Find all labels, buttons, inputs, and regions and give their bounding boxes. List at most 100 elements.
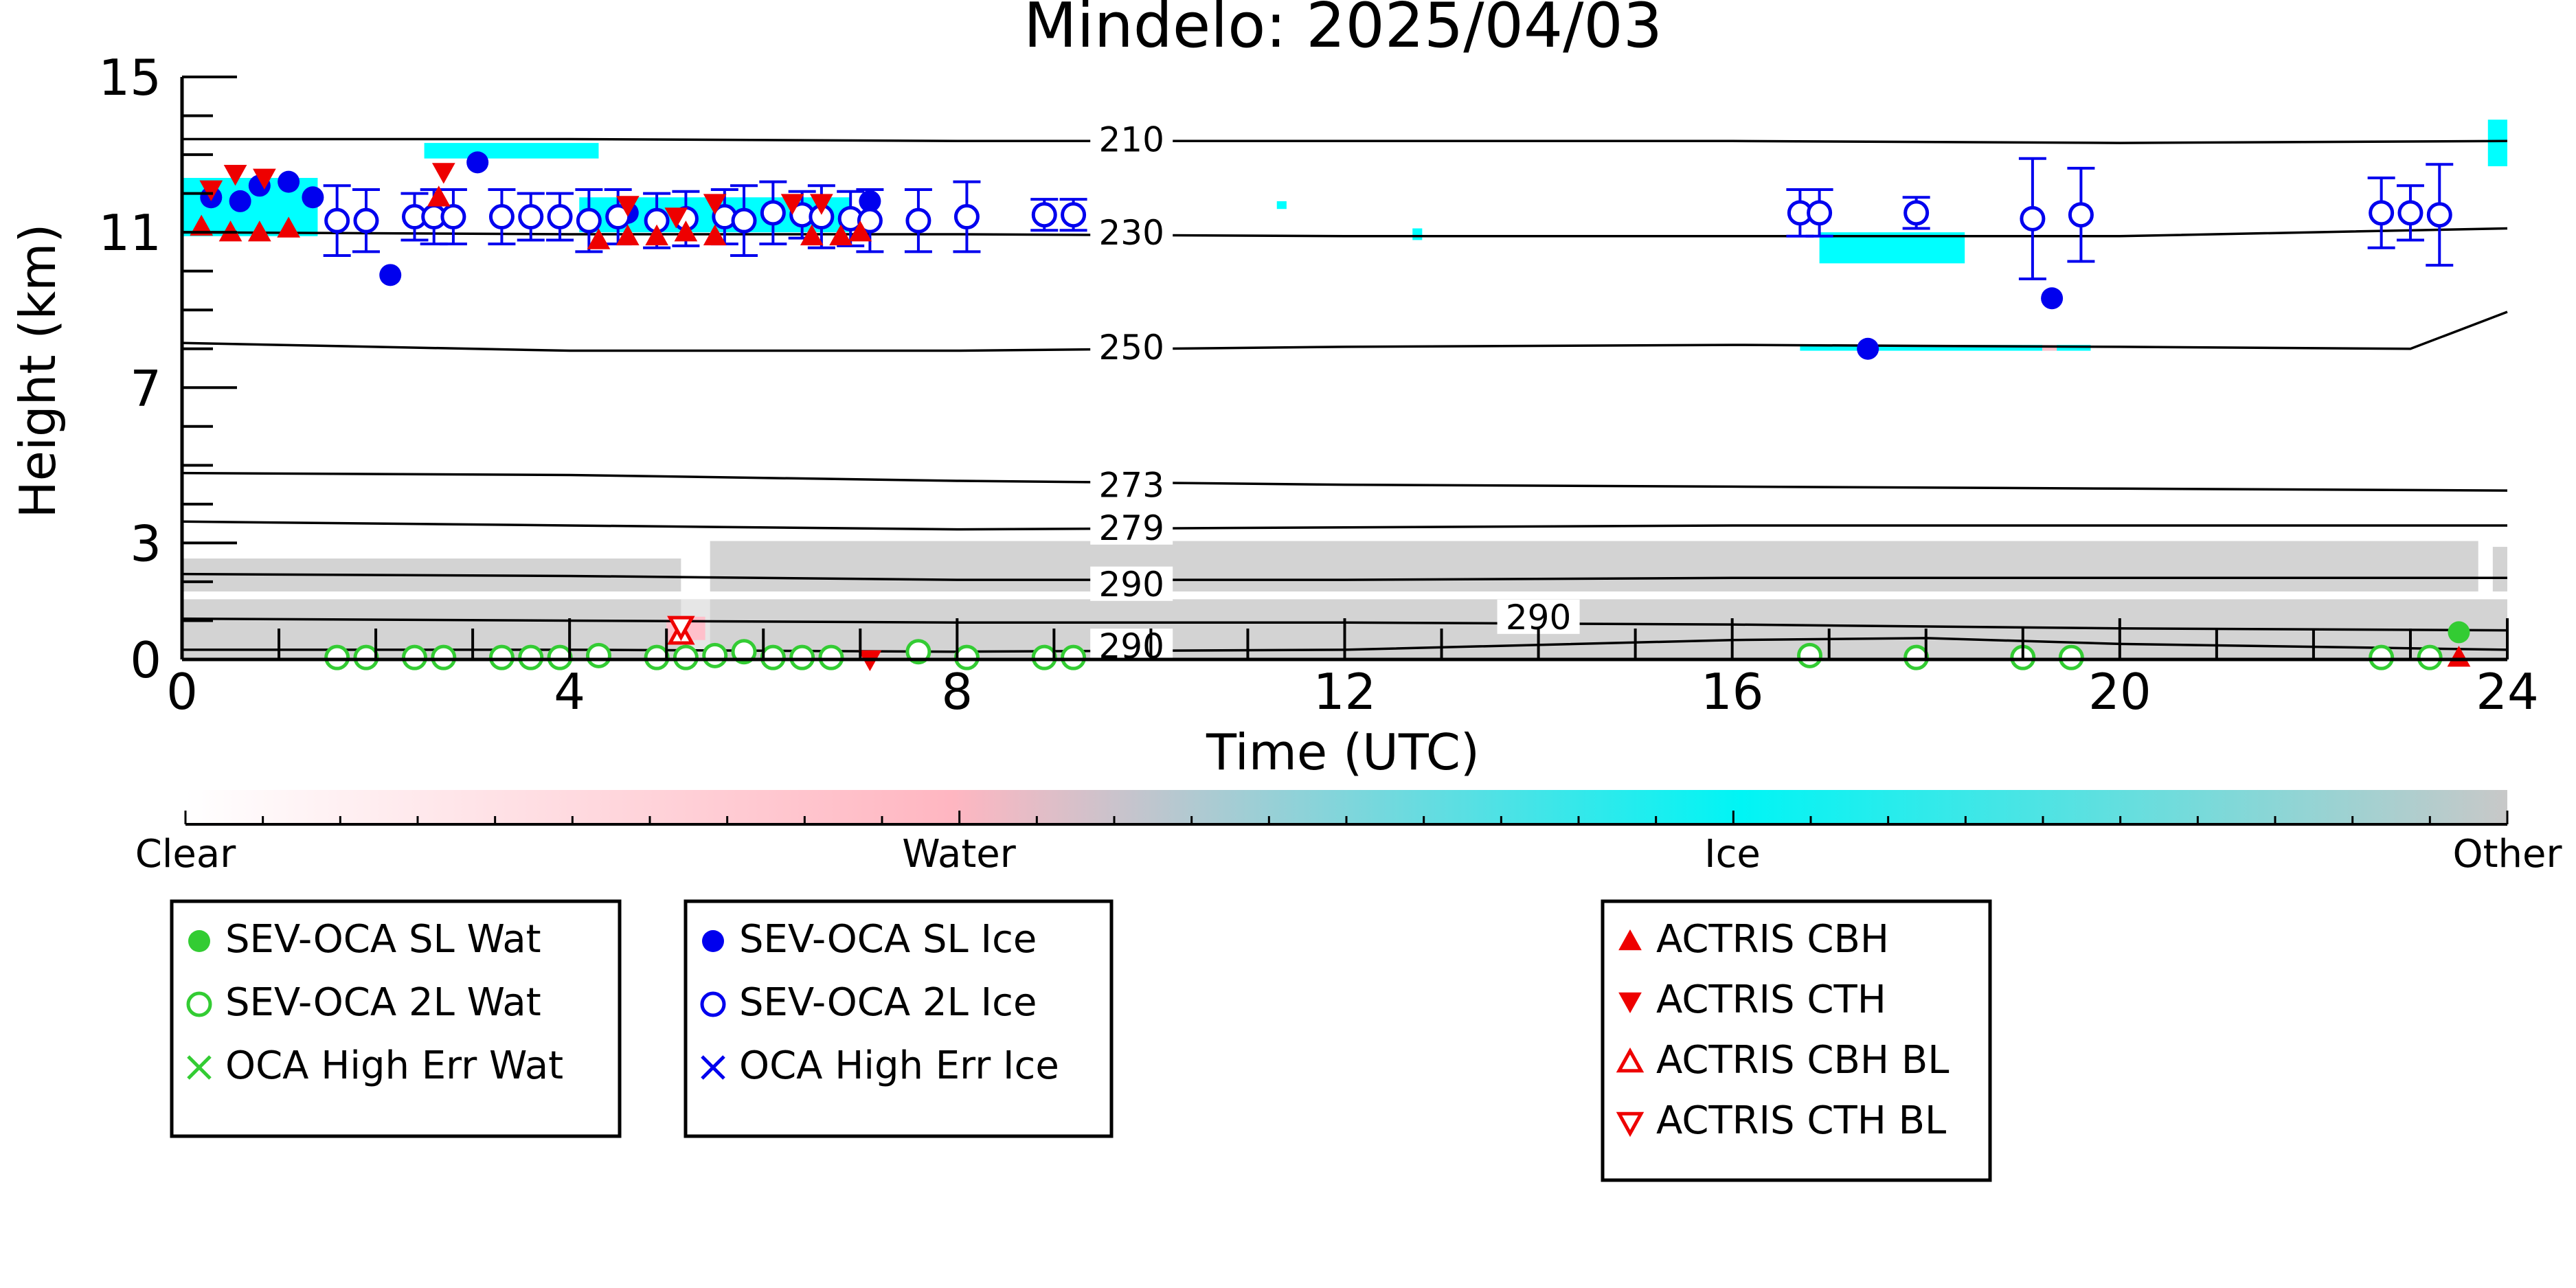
legend-item-sev-oca-sl-wat: SEV-OCA SL Wat [188, 917, 541, 962]
mask-ice-layer [2487, 120, 2507, 167]
legend-marker-stroke [701, 1055, 725, 1080]
data-point [848, 221, 872, 242]
data-point [199, 180, 223, 201]
data-point [1807, 200, 1833, 226]
x-tick-label: 8 [941, 663, 973, 721]
legend-box-1: SEV-OCA SL Wat SEV-OCA 2L Wat OCA High Err… [170, 899, 622, 1138]
mask-grey-band [2492, 547, 2507, 592]
series-sev-oca-2l-wat [324, 639, 2443, 670]
legend-item-oca-high-err-wat: OCA High Err Wat [187, 1043, 563, 1088]
legend-marker [187, 1055, 212, 1080]
data-point [1903, 644, 1930, 670]
legend-marker [188, 930, 210, 952]
legend-item-sev-oca-2l-ice: SEV-OCA 2L Ice [700, 980, 1037, 1025]
mask-ice-layer [1800, 345, 2091, 351]
x-tick-label: 20 [2088, 663, 2151, 721]
legend-item-sev-oca-sl-ice: SEV-OCA SL Ice [702, 917, 1037, 962]
data-point [1061, 644, 1087, 670]
legend-item-actris-cth: ACTRIS CTH [1618, 978, 1886, 1022]
mask-ice-layer [1276, 201, 1287, 210]
isotherm-290 [181, 572, 2507, 581]
data-point [324, 644, 350, 670]
isotherm-250 [181, 310, 2508, 352]
data-point [1857, 337, 1879, 360]
data-point [587, 228, 611, 249]
isotherm-label-bg [1090, 329, 1173, 364]
x-tick-label: 4 [554, 663, 585, 721]
data-point [615, 196, 640, 217]
y-tick-label: 0 [130, 631, 161, 689]
legend-marker [1616, 1111, 1645, 1138]
data-point [2068, 202, 2094, 228]
data-point [2417, 644, 2443, 670]
data-point [2448, 621, 2470, 644]
isotherm-210 [182, 137, 2508, 144]
legend-label: SEV-OCA 2L Ice [739, 980, 1037, 1025]
data-point [576, 207, 602, 234]
isotherm-279 [181, 520, 2507, 531]
x-tick-label: 24 [2476, 663, 2539, 721]
y-tick-label: 7 [130, 359, 161, 417]
series-actris-cbh [190, 185, 2471, 667]
isotherm-label-bg [1090, 467, 1173, 502]
legend-item-sev-oca-2l-wat: SEV-OCA 2L Wat [186, 980, 541, 1025]
data-point [277, 216, 300, 238]
data-point [703, 194, 727, 215]
data-point [810, 194, 833, 215]
legend-label: SEV-OCA SL Wat [225, 917, 541, 962]
x-tick-label: 16 [1701, 663, 1764, 721]
data-point [488, 204, 515, 230]
data-point [440, 204, 466, 230]
x-tick-label: 0 [166, 663, 198, 721]
colorbar-label-other: Other [2452, 832, 2562, 877]
data-point [353, 644, 379, 670]
legend-marker-stroke [187, 1055, 212, 1080]
colorbar-label-water: Water [902, 832, 1017, 877]
data-point [731, 207, 757, 234]
data-point [247, 221, 271, 242]
data-point [667, 615, 695, 642]
data-point [1031, 644, 1057, 670]
mask-ice-layer [1819, 232, 1965, 264]
data-point [585, 642, 611, 668]
data-point [2426, 202, 2452, 228]
legend-label: ACTRIS CTH BL [1656, 1098, 1946, 1143]
data-point [431, 644, 457, 670]
y-axis-label: Height (km) [9, 224, 67, 519]
isotherm-label: 250 [1098, 328, 1164, 368]
data-point [223, 165, 247, 186]
legend-label: ACTRIS CBH [1656, 917, 1889, 962]
legend-frame [170, 899, 622, 1138]
data-point [302, 186, 324, 209]
data-point [488, 644, 515, 670]
data-point [645, 224, 668, 246]
legend-label: ACTRIS CTH [1656, 978, 1886, 1022]
mask-water-patch [2042, 345, 2057, 351]
data-point [518, 644, 544, 670]
data-point [1031, 202, 1057, 228]
data-point [731, 639, 757, 665]
data-point [674, 221, 698, 242]
data-point [800, 224, 824, 246]
x-axis-label: Time (UTC) [1206, 723, 1480, 781]
data-point [905, 207, 931, 234]
series-actris-cth [199, 163, 882, 672]
data-point [1061, 202, 1087, 228]
data-point [644, 644, 670, 670]
data-point [466, 151, 489, 174]
data-point [2447, 646, 2471, 667]
isotherm-label: 279 [1098, 508, 1164, 548]
legend-label: OCA High Err Ice [739, 1043, 1059, 1088]
isotherm-label: 210 [1098, 120, 1164, 159]
data-point [431, 163, 455, 184]
data-point [427, 185, 451, 207]
data-point [353, 207, 379, 234]
legend-label: SEV-OCA SL Ice [739, 917, 1037, 962]
legend-frame [1601, 899, 1992, 1182]
legend-marker [701, 1055, 725, 1080]
isotherm-label-bg [1090, 510, 1173, 545]
data-point [664, 207, 688, 229]
legend-marker [1618, 992, 1642, 1014]
data-point [402, 644, 427, 670]
